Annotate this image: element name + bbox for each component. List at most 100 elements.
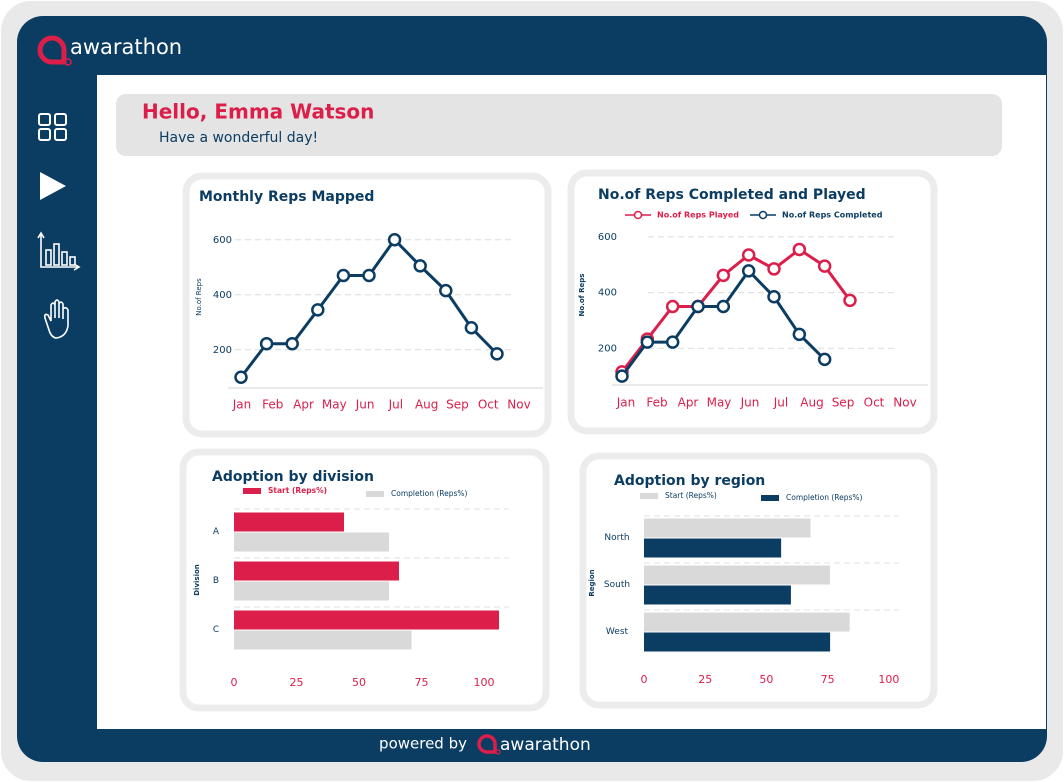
data-point [817, 259, 832, 273]
x-tick-label: Nov [893, 396, 916, 410]
nav-reports[interactable] [37, 231, 81, 271]
series-line [620, 247, 852, 373]
bar [644, 565, 831, 585]
data-point [716, 299, 731, 314]
y-tick-label: 600 [598, 232, 617, 243]
x-tick-label: Feb [646, 396, 667, 410]
brand: awarathon [70, 35, 182, 59]
legend-label: Start (Reps%) [268, 486, 327, 495]
data-point [767, 290, 781, 304]
bar [644, 538, 782, 558]
y-tick-label: 400 [598, 288, 617, 299]
x-tick-label: Oct [478, 398, 499, 412]
chart-title: No.of Reps Completed and Played [598, 187, 866, 203]
data-point [311, 303, 325, 317]
x-tick-label: Sep [832, 396, 855, 410]
y-axis-label: No.of Reps [578, 274, 586, 317]
legend-swatch [761, 495, 779, 501]
x-tick-label: Aug [800, 396, 823, 410]
legend-marker [758, 210, 768, 220]
x-tick-label: 0 [231, 676, 238, 689]
data-point [413, 259, 427, 273]
data-point [640, 335, 655, 349]
data-point [741, 248, 756, 262]
footer-brand: awarathon [500, 735, 591, 755]
legend-swatch [366, 491, 384, 497]
legend-marker [633, 210, 643, 220]
data-point [336, 268, 351, 283]
y-tick-label: 600 [213, 235, 232, 246]
x-tick-label: Apr [678, 396, 699, 410]
y-axis-label: Region [588, 569, 596, 596]
x-tick-label: Jan [232, 398, 252, 412]
data-point [665, 299, 680, 314]
bar [234, 512, 344, 532]
y-tick-label: 200 [598, 343, 617, 354]
x-tick-label: Jul [388, 398, 403, 412]
data-point [665, 335, 680, 349]
bar [644, 518, 811, 538]
legend-label: Completion (Reps%) [391, 489, 468, 498]
x-tick-label: 100 [878, 673, 899, 686]
nav-play[interactable] [40, 172, 66, 200]
data-point [741, 264, 756, 278]
data-point [767, 262, 781, 276]
data-point [691, 299, 705, 314]
x-tick-label: 75 [821, 673, 835, 686]
y-tick-label: A [213, 527, 220, 537]
y-tick-label: C [213, 625, 219, 635]
bar [234, 532, 389, 552]
y-axis-label: Division [193, 564, 201, 596]
y-tick-label: 200 [213, 345, 232, 356]
footer-text: powered by [379, 735, 467, 753]
x-tick-label: 0 [641, 673, 648, 686]
y-tick-label: West [606, 627, 629, 637]
x-tick-label: Apr [293, 398, 314, 412]
x-tick-label: Oct [864, 396, 885, 410]
bar [644, 632, 831, 652]
x-tick-label: 25 [290, 676, 304, 689]
data-point [464, 321, 479, 335]
bar [234, 610, 499, 630]
legend-swatch [243, 488, 261, 494]
x-tick-label: 50 [352, 676, 366, 689]
x-tick-label: Feb [262, 398, 283, 412]
bar [644, 612, 850, 632]
chart-title: Monthly Reps Mapped [199, 189, 374, 205]
x-tick-label: Sep [446, 398, 469, 412]
legend-label: Start (Reps%) [665, 491, 717, 500]
data-point [285, 336, 299, 351]
data-point [490, 347, 504, 361]
y-tick-label: South [604, 580, 630, 590]
x-tick-label: 50 [759, 673, 773, 686]
data-point [817, 352, 832, 367]
greeting-subtitle: Have a wonderful day! [159, 130, 318, 146]
bar [234, 561, 399, 581]
legend-swatch [640, 493, 658, 499]
data-point [615, 369, 629, 383]
data-point [387, 233, 402, 247]
legend-label: No.of Reps Played [657, 211, 739, 220]
x-tick-label: 100 [474, 676, 495, 689]
bar [644, 585, 791, 605]
greeting-title: Hello, Emma Watson [142, 100, 374, 124]
data-point [439, 283, 453, 298]
bar [234, 630, 412, 650]
nav-practice[interactable] [44, 299, 69, 339]
chart-title: Adoption by division [212, 469, 374, 485]
logo [37, 35, 72, 66]
data-point [792, 327, 807, 342]
x-tick-label: Jan [616, 396, 636, 410]
card [567, 169, 938, 435]
y-tick-label: North [604, 533, 629, 543]
x-tick-label: 75 [415, 676, 429, 689]
data-point [792, 242, 807, 257]
x-tick-label: May [707, 396, 732, 410]
nav-dashboard[interactable] [38, 113, 67, 141]
y-tick-label: B [213, 576, 219, 586]
footer-logo [477, 734, 501, 755]
x-tick-label: Aug [415, 398, 438, 412]
legend-label: Completion (Reps%) [786, 493, 863, 502]
